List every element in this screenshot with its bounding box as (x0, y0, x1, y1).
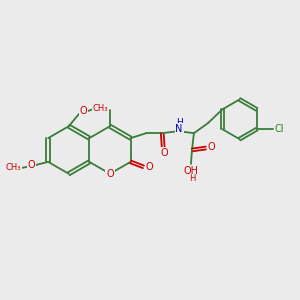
Text: H: H (176, 118, 182, 127)
Text: O: O (28, 160, 35, 170)
Text: O: O (106, 169, 114, 179)
Text: H: H (189, 174, 195, 183)
Text: OH: OH (184, 166, 199, 176)
Text: O: O (146, 162, 153, 172)
Text: O: O (80, 106, 87, 116)
Text: Cl: Cl (275, 124, 284, 134)
Text: O: O (208, 142, 216, 152)
Text: O: O (160, 148, 168, 158)
Text: CH₃: CH₃ (93, 104, 108, 113)
Text: CH₃: CH₃ (6, 163, 21, 172)
Text: N: N (176, 124, 183, 134)
